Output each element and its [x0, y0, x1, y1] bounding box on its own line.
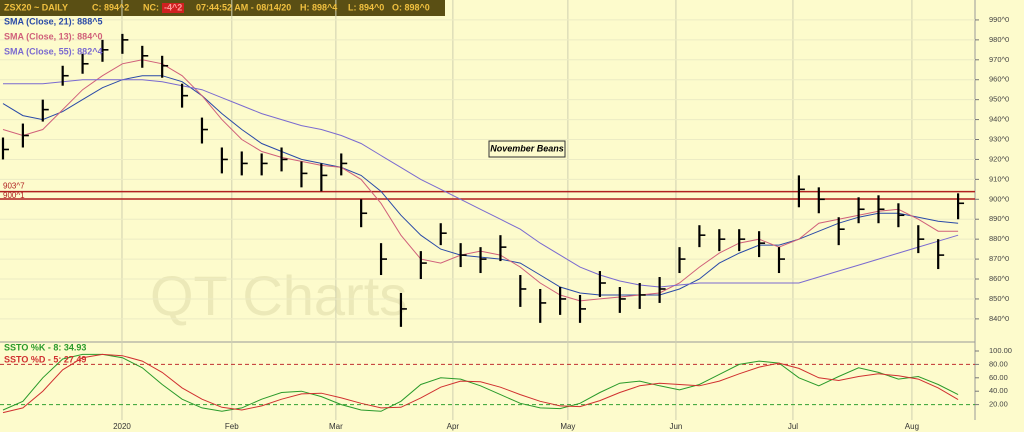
y-tick-label: 960^0 [989, 75, 1009, 84]
y-tick-label: 860^0 [989, 274, 1009, 283]
y-tick-label: 20.00 [989, 400, 1008, 409]
header-field: L: 894^0 [348, 2, 384, 12]
header-field: C: 894^2 [92, 2, 129, 12]
x-tick-label: 2020 [113, 422, 131, 431]
y-tick-label: 980^0 [989, 35, 1009, 44]
header-field: 07:44:52 AM - 08/14/20 [196, 2, 291, 12]
change-box [162, 3, 184, 13]
header-field: O: 898^0 [392, 2, 430, 12]
y-tick-label: 80.00 [989, 359, 1008, 368]
header-field: -4^2 [164, 2, 182, 12]
y-tick-label: 950^0 [989, 95, 1009, 104]
legend-entry: SSTO %D - 5: 27.49 [4, 354, 86, 364]
y-tick-label: 920^0 [989, 154, 1009, 163]
watermark: QT Charts [150, 264, 407, 327]
y-tick-label: 900^0 [989, 194, 1009, 203]
line-series [2, 353, 959, 414]
y-tick-label: 910^0 [989, 174, 1009, 183]
line-series [3, 79, 959, 288]
x-tick-label: Apr [447, 422, 460, 431]
annotation-box [488, 140, 566, 158]
x-tick-label: May [560, 422, 575, 431]
x-tick-label: Feb [225, 422, 239, 431]
legend-entry: SMA (Close, 13): 884^0 [4, 31, 102, 41]
y-tick-label: 930^0 [989, 134, 1009, 143]
y-tick-label: 990^0 [989, 15, 1009, 24]
line-series [2, 353, 959, 412]
legend-entry: SSTO %K - 8: 34.93 [4, 342, 86, 352]
x-tick-label: Mar [329, 422, 343, 431]
header-field: ZSX20 ~ DAILY [4, 2, 68, 12]
annotation: November Beans [490, 143, 564, 153]
y-tick-label: 840^0 [989, 314, 1009, 323]
legend-entry: SMA (Close, 55): 882^4 [4, 46, 102, 56]
x-tick-label: Aug [905, 422, 919, 431]
header-field: H: 898^4 [300, 2, 337, 12]
y-tick-label: 940^0 [989, 115, 1009, 124]
level-label: 900^1 [3, 191, 25, 200]
y-tick-label: 40.00 [989, 386, 1008, 395]
x-tick-label: Jul [788, 422, 798, 431]
y-tick-label: 970^0 [989, 55, 1009, 64]
legend-entry: SMA (Close, 21): 888^5 [4, 16, 102, 26]
header-bar [0, 0, 445, 16]
y-tick-label: 60.00 [989, 373, 1008, 382]
y-tick-label: 870^0 [989, 254, 1009, 263]
y-tick-label: 850^0 [989, 294, 1009, 303]
x-tick-label: Jun [669, 422, 682, 431]
y-tick-label: 100.00 [989, 346, 1012, 355]
level-label: 903^7 [3, 182, 25, 191]
header-field: NC: [143, 2, 159, 12]
y-tick-label: 880^0 [989, 234, 1009, 243]
y-tick-label: 890^0 [989, 214, 1009, 223]
